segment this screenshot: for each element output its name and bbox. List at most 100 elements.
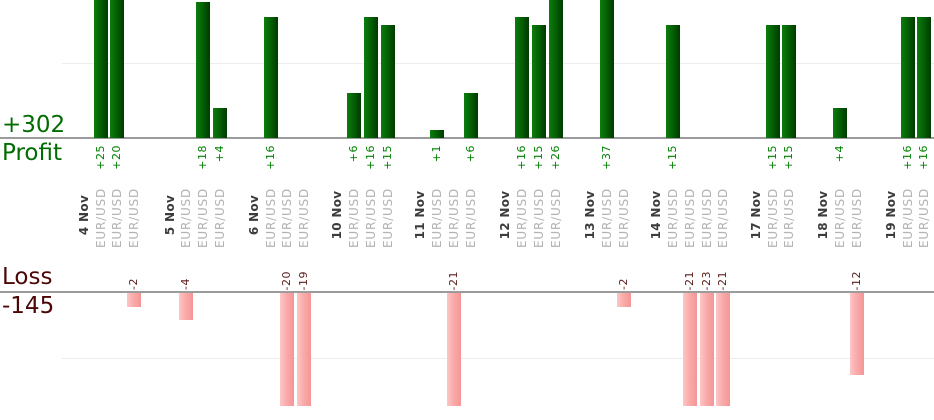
loss-bar[interactable]	[446, 293, 461, 406]
profit-value-label: +26	[548, 145, 562, 170]
symbol-label: EUR/USD	[179, 188, 194, 248]
loss-bar[interactable]	[682, 293, 697, 406]
date-label: 10 Nov	[330, 190, 345, 240]
profit-plot-area	[0, 0, 934, 138]
profit-bar[interactable]	[430, 130, 444, 138]
profit-bar[interactable]	[110, 0, 125, 138]
date-label: 5 Nov	[162, 194, 177, 236]
date-label: 18 Nov	[816, 190, 831, 240]
loss-value-label: -23	[699, 270, 713, 290]
loss-axis-label: Loss	[2, 264, 53, 290]
symbol-label: EUR/USD	[93, 188, 108, 248]
symbol-label: EUR/USD	[548, 188, 563, 248]
profit-bar[interactable]	[212, 108, 227, 138]
loss-bar[interactable]	[616, 293, 631, 307]
symbol-label: EUR/USD	[917, 188, 932, 248]
symbol-label: EUR/USD	[297, 188, 312, 248]
profit-bar[interactable]	[900, 17, 915, 138]
profit-bar[interactable]	[93, 0, 108, 138]
profit-value-label: +15	[666, 145, 679, 170]
symbol-label: EUR/USD	[682, 188, 697, 248]
date-label: 19 Nov	[883, 190, 898, 240]
profit-bar[interactable]	[363, 17, 378, 138]
symbol-label: EUR/USD	[716, 188, 731, 248]
symbol-label: EUR/USD	[531, 188, 546, 248]
profit-bar[interactable]	[548, 0, 563, 138]
profit-bar[interactable]	[666, 25, 680, 138]
loss-value-label: -21	[446, 270, 460, 290]
profit-bar[interactable]	[196, 2, 211, 138]
symbol-label: EUR/USD	[600, 188, 614, 248]
profit-value-label: +15	[380, 145, 394, 170]
symbol-label: EUR/USD	[127, 188, 142, 248]
profit-bar[interactable]	[833, 108, 847, 138]
date-label: 14 Nov	[649, 190, 664, 240]
profit-bar[interactable]	[380, 25, 395, 138]
date-label: 13 Nov	[583, 190, 598, 240]
date-label: 17 Nov	[748, 190, 763, 240]
date-label: 6 Nov	[246, 194, 261, 236]
profit-value-label: +15	[782, 145, 796, 170]
loss-gridline	[62, 358, 934, 359]
profit-value-label: +16	[363, 145, 377, 170]
profit-value-label: +25	[93, 145, 107, 170]
profit-bar[interactable]	[917, 17, 932, 138]
loss-value-label: -2	[616, 278, 630, 290]
loss-total: -145	[2, 293, 55, 319]
profit-value-label: +16	[900, 145, 914, 170]
date-label: 4 Nov	[76, 194, 91, 236]
profit-value-label: +37	[600, 145, 613, 170]
symbol-label: EUR/USD	[515, 188, 529, 248]
profit-bar[interactable]	[263, 17, 278, 138]
profit-value-label: +20	[110, 145, 124, 170]
symbol-label: EUR/USD	[699, 188, 714, 248]
profit-value-label: +16	[917, 145, 931, 170]
date-label: 12 Nov	[498, 190, 513, 240]
profit-bar[interactable]	[600, 0, 614, 138]
profit-value-label: +6	[347, 145, 360, 163]
symbol-label: EUR/USD	[280, 188, 295, 248]
profit-bar[interactable]	[515, 17, 529, 138]
symbol-label: EUR/USD	[616, 188, 631, 248]
symbol-label: EUR/USD	[833, 188, 847, 248]
profit-bar[interactable]	[782, 25, 797, 138]
profit-total: +302	[2, 112, 66, 138]
symbol-label: EUR/USD	[380, 188, 395, 248]
profit-zero-axis	[0, 137, 934, 139]
loss-bar[interactable]	[127, 293, 142, 307]
profit-value-label: +15	[531, 145, 545, 170]
loss-bar[interactable]	[179, 293, 194, 320]
profit-bar[interactable]	[347, 93, 361, 138]
profit-value-label: +18	[196, 145, 210, 170]
profit-value-label: +16	[515, 145, 528, 170]
symbol-label: EUR/USD	[110, 188, 125, 248]
loss-bar[interactable]	[849, 293, 864, 375]
profit-value-label: +4	[212, 145, 226, 163]
symbol-label: EUR/USD	[446, 188, 461, 248]
symbol-label: EUR/USD	[666, 188, 680, 248]
profit-value-label: +15	[765, 145, 779, 170]
loss-value-label: -12	[849, 270, 863, 290]
symbol-label: EUR/USD	[363, 188, 378, 248]
loss-bar[interactable]	[297, 293, 312, 406]
loss-value-label: -4	[179, 278, 193, 290]
loss-bar[interactable]	[716, 293, 731, 406]
symbol-label: EUR/USD	[430, 188, 444, 248]
profit-gridline	[62, 63, 934, 64]
symbol-label: EUR/USD	[347, 188, 361, 248]
loss-bar[interactable]	[280, 293, 295, 406]
profit-bar[interactable]	[765, 25, 780, 138]
profit-bar[interactable]	[531, 25, 546, 138]
symbol-label: EUR/USD	[196, 188, 211, 248]
profit-value-label: +6	[463, 145, 477, 163]
symbol-label: EUR/USD	[463, 188, 478, 248]
loss-value-label: -2	[127, 278, 141, 290]
loss-value-label: -21	[716, 270, 730, 290]
loss-value-label: -20	[280, 270, 294, 290]
loss-bar[interactable]	[699, 293, 714, 406]
loss-zero-axis	[0, 291, 934, 293]
profit-bar[interactable]	[463, 93, 478, 138]
loss-plot-area	[0, 293, 934, 406]
symbol-label: EUR/USD	[765, 188, 780, 248]
